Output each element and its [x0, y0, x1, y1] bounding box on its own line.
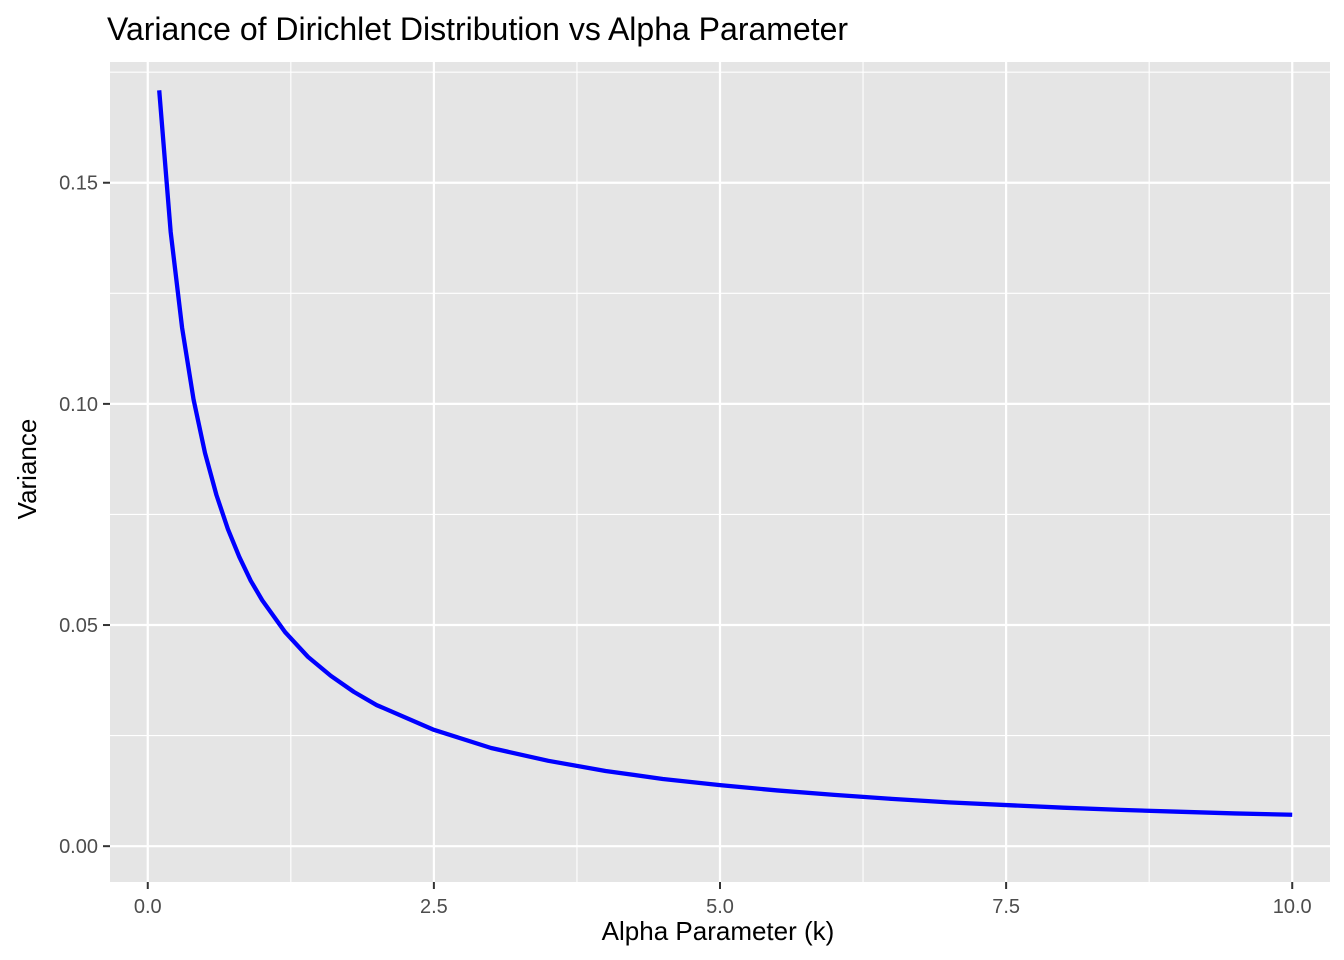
- y-tick-label: 0.15: [59, 173, 98, 195]
- series-layer: [157, 90, 1293, 817]
- y-tick-label: 0.10: [59, 394, 98, 416]
- x-tick-label: 10.0: [1273, 896, 1312, 918]
- y-axis: 0.00 0.05 0.10 0.15: [59, 173, 110, 858]
- x-tick-label: 5.0: [706, 896, 734, 918]
- y-tick-label: 0.00: [59, 836, 98, 858]
- chart-title: Variance of Dirichlet Distribution vs Al…: [107, 11, 848, 47]
- x-axis-title: Alpha Parameter (k): [602, 916, 835, 946]
- x-tick-label: 0.0: [134, 896, 162, 918]
- y-axis-title: Variance: [12, 419, 42, 520]
- grid-major: [110, 62, 1330, 882]
- series-line: [157, 90, 1293, 817]
- x-axis: 0.0 2.5 5.0 7.5 10.0: [134, 882, 1312, 918]
- x-tick-label: 2.5: [420, 896, 448, 918]
- x-tick-label: 7.5: [992, 896, 1020, 918]
- y-tick-label: 0.05: [59, 615, 98, 637]
